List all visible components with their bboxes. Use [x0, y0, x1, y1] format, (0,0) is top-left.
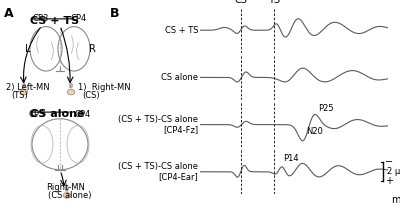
Text: CS alone: CS alone [161, 73, 198, 82]
Text: 1)  Right-MN: 1) Right-MN [78, 83, 131, 92]
Text: CS + TS: CS + TS [30, 16, 79, 26]
Text: CS alone: CS alone [30, 109, 84, 119]
Text: A: A [4, 7, 14, 20]
Text: TS: TS [268, 0, 280, 5]
Ellipse shape [63, 192, 71, 198]
Text: R: R [88, 44, 96, 54]
Text: CP4: CP4 [75, 110, 91, 119]
Text: CS + TS: CS + TS [165, 26, 198, 35]
Text: CP4: CP4 [71, 14, 87, 23]
Text: 2) Left-MN: 2) Left-MN [6, 83, 50, 92]
Text: +: + [385, 176, 393, 186]
Ellipse shape [67, 89, 75, 95]
Text: (TS): (TS) [11, 91, 28, 100]
Text: −: − [385, 157, 393, 167]
Text: CP3: CP3 [29, 110, 45, 119]
Text: L: L [25, 44, 31, 54]
Text: (CS + TS)-CS alone
[CP4-Fz]: (CS + TS)-CS alone [CP4-Fz] [118, 115, 198, 134]
Text: P14: P14 [283, 154, 299, 163]
Ellipse shape [20, 89, 28, 95]
Text: (CS): (CS) [82, 91, 100, 100]
Text: ms: ms [391, 195, 400, 205]
Text: B: B [110, 7, 120, 20]
Text: CP3: CP3 [33, 14, 49, 23]
Text: 2 μV: 2 μV [387, 167, 400, 176]
Text: (CS + TS)-CS alone
[CP4-Ear]: (CS + TS)-CS alone [CP4-Ear] [118, 162, 198, 181]
Text: P25: P25 [318, 103, 333, 113]
Text: (CS alone): (CS alone) [48, 191, 92, 200]
Text: Right-MN: Right-MN [46, 183, 85, 192]
Text: CS: CS [234, 0, 247, 5]
Text: N20: N20 [306, 127, 323, 136]
